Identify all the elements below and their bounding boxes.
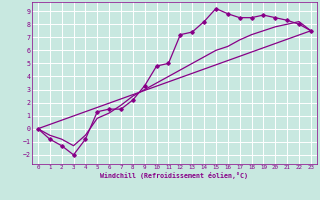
X-axis label: Windchill (Refroidissement éolien,°C): Windchill (Refroidissement éolien,°C) xyxy=(100,172,248,179)
